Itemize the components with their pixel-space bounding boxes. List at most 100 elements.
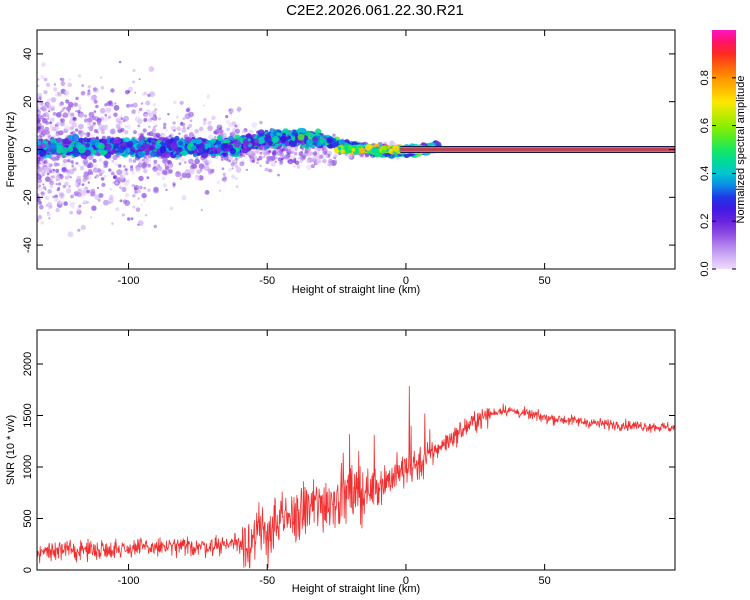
heatmap-cell bbox=[279, 152, 285, 158]
heatmap-cell bbox=[312, 151, 318, 156]
top-y-tick-label: -40 bbox=[22, 237, 34, 253]
heatmap-cell bbox=[149, 91, 156, 98]
heatmap-cell bbox=[245, 168, 249, 172]
heatmap-cell bbox=[188, 158, 194, 165]
heatmap-cell bbox=[145, 100, 151, 106]
heatmap-cell bbox=[129, 103, 134, 108]
heatmap-cell bbox=[163, 126, 167, 130]
heatmap-cell bbox=[89, 124, 94, 129]
heatmap-cell bbox=[68, 110, 70, 113]
heatmap-cell bbox=[144, 214, 148, 217]
heatmap-cell bbox=[231, 121, 236, 126]
heatmap-cell bbox=[38, 201, 42, 205]
heatmap-cell bbox=[140, 102, 144, 105]
heatmap-cell bbox=[162, 169, 168, 176]
top-x-tick-label: -100 bbox=[118, 275, 140, 287]
heatmap-cell bbox=[300, 155, 306, 161]
heatmap-cell bbox=[61, 147, 69, 154]
heatmap-cell bbox=[37, 105, 40, 111]
heatmap-cell bbox=[126, 141, 134, 148]
heatmap-cell bbox=[93, 164, 98, 169]
heatmap-cell bbox=[132, 68, 136, 73]
heatmap-cell bbox=[45, 196, 49, 200]
heatmap-cell bbox=[93, 159, 96, 162]
heatmap-cell bbox=[137, 124, 141, 128]
heatmap-cell bbox=[163, 151, 171, 159]
heatmap-cell bbox=[39, 149, 47, 157]
heatmap-cell bbox=[60, 121, 65, 127]
heatmap-cell bbox=[299, 159, 303, 163]
heatmap-cell bbox=[282, 132, 286, 137]
heatmap-cell bbox=[236, 106, 242, 112]
heatmap-cell bbox=[56, 112, 62, 117]
colorbar-tick-label: 0.4 bbox=[699, 166, 711, 181]
heatmap-cell bbox=[247, 138, 251, 142]
heatmap-cell bbox=[203, 118, 207, 122]
heatmap-cell bbox=[181, 122, 186, 127]
colorbar-tick-label: 0.2 bbox=[699, 214, 711, 229]
heatmap-cell bbox=[37, 140, 42, 146]
heatmap-cell bbox=[208, 150, 212, 154]
heatmap-cell bbox=[206, 94, 210, 97]
heatmap-cell bbox=[105, 164, 108, 168]
heatmap-cell bbox=[219, 189, 222, 192]
bottom-y-tick-label: 2000 bbox=[22, 352, 34, 376]
heatmap-cell bbox=[162, 158, 169, 165]
heatmap-cell bbox=[196, 169, 201, 174]
heatmap-cell bbox=[163, 146, 167, 149]
top-y-tick-label: 0 bbox=[22, 146, 34, 152]
heatmap-cell bbox=[138, 175, 144, 182]
heatmap-cell bbox=[217, 136, 223, 142]
heatmap-cell bbox=[126, 124, 131, 130]
heatmap-cell bbox=[76, 207, 81, 212]
heatmap-cell bbox=[62, 112, 69, 118]
heatmap-cell bbox=[242, 154, 246, 158]
heatmap-cell bbox=[328, 158, 333, 164]
heatmap-cell bbox=[284, 153, 291, 160]
heatmap-cell bbox=[137, 111, 140, 114]
heatmap-cell bbox=[48, 217, 51, 220]
heatmap-cell bbox=[118, 120, 123, 125]
heatmap-cell bbox=[37, 156, 41, 162]
heatmap-cell bbox=[143, 168, 148, 174]
heatmap-cell bbox=[40, 143, 44, 147]
heatmap-cell bbox=[151, 128, 157, 133]
heatmap-cell bbox=[216, 180, 220, 185]
heatmap-cell bbox=[92, 149, 97, 154]
heatmap-cell bbox=[132, 80, 135, 84]
heatmap-cell bbox=[58, 130, 64, 136]
heatmap-cell bbox=[90, 134, 95, 138]
heatmap-cell bbox=[298, 151, 304, 157]
heatmap-cell bbox=[179, 156, 186, 163]
heatmap-cell bbox=[59, 141, 63, 145]
bottom-x-tick-label: 50 bbox=[539, 575, 551, 587]
heatmap-cell bbox=[39, 204, 44, 210]
heatmap-cell bbox=[104, 113, 108, 117]
heatmap-cell bbox=[334, 159, 338, 163]
heatmap-cell bbox=[153, 159, 158, 164]
heatmap-cell bbox=[274, 160, 277, 163]
heatmap-cell bbox=[63, 92, 66, 95]
heatmap-cell bbox=[283, 156, 286, 159]
heatmap-cell bbox=[322, 157, 325, 160]
heatmap-cell bbox=[68, 185, 71, 188]
heatmap-cell bbox=[49, 142, 57, 150]
heatmap-cell bbox=[83, 175, 89, 181]
heatmap-cell bbox=[62, 138, 69, 145]
heatmap-cell bbox=[130, 146, 135, 152]
heatmap-cell bbox=[39, 115, 44, 120]
heatmap-cell bbox=[156, 171, 161, 176]
heatmap-cell bbox=[211, 116, 216, 121]
heatmap-cell bbox=[108, 194, 114, 200]
heatmap-cell bbox=[65, 99, 70, 104]
heatmap-cell bbox=[55, 175, 61, 181]
top-y-axis-label: Frequency (Hz) bbox=[5, 112, 17, 188]
heatmap-cell bbox=[169, 142, 178, 150]
heatmap-cell bbox=[37, 183, 40, 190]
heatmap-cell bbox=[93, 128, 99, 134]
heatmap-cell bbox=[326, 138, 332, 144]
heatmap-cell bbox=[144, 113, 149, 118]
heatmap-cell bbox=[73, 102, 78, 107]
heatmap-cell bbox=[47, 207, 51, 210]
heatmap-cell bbox=[340, 149, 345, 154]
